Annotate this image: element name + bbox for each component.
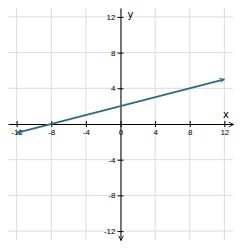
chart: -12-8-404812-12-8-44812xy: [0, 0, 243, 248]
tick-label: 4: [153, 128, 158, 137]
tick-label: -12: [104, 227, 116, 236]
tick-label: -4: [83, 128, 91, 137]
tick-label: -8: [48, 128, 56, 137]
tick-label: 8: [111, 49, 116, 58]
tick: 4: [153, 121, 158, 137]
tick-label: -8: [108, 191, 116, 200]
tick-mark: [190, 121, 191, 127]
tick-mark: [118, 88, 124, 89]
tick: 12: [220, 121, 229, 137]
tick-mark: [118, 195, 124, 196]
tick: -8: [108, 191, 123, 200]
data-line: [17, 79, 225, 133]
tick-mark: [224, 121, 225, 127]
tick: 4: [111, 84, 123, 93]
tick: 8: [111, 49, 123, 58]
tick-label: 12: [220, 128, 229, 137]
tick-mark: [118, 231, 124, 232]
tick-label: 12: [107, 13, 116, 22]
tick-mark: [17, 121, 18, 127]
tick-mark: [118, 160, 124, 161]
tick: -4: [83, 121, 91, 137]
axis-line: [121, 9, 122, 241]
tick: 8: [188, 121, 193, 137]
tick-mark: [118, 17, 124, 18]
y-axis-label: y: [128, 9, 134, 20]
tick-mark: [86, 121, 87, 127]
tick-label: -4: [108, 156, 116, 165]
y-axis: -12 -8 -4 4 8 12: [104, 9, 124, 241]
tick: -12: [11, 121, 23, 137]
tick: 12: [107, 13, 124, 22]
tick-mark: [118, 53, 124, 54]
tick-label: 4: [111, 84, 116, 93]
tick: -12: [104, 227, 124, 236]
grid: [8, 8, 233, 240]
x-axis-label: x: [223, 109, 229, 120]
tick: -4: [108, 156, 123, 165]
tick-label: 8: [188, 128, 193, 137]
plot-area: [17, 79, 225, 133]
tick-mark: [155, 121, 156, 127]
